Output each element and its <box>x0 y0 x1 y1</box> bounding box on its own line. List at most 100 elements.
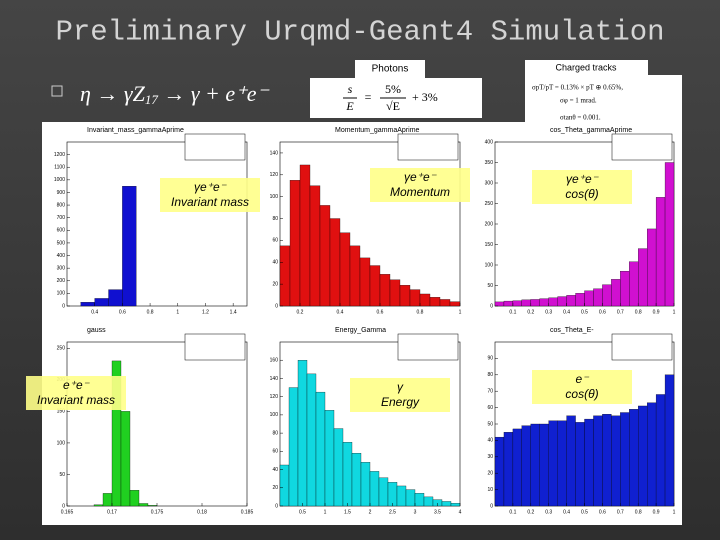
y-tick-label: 200 <box>57 278 66 284</box>
histogram-bar <box>319 205 331 307</box>
y-tick-label: 400 <box>57 253 66 259</box>
panel-label: e⁺e⁻ <box>63 378 91 392</box>
text: √E <box>386 99 400 113</box>
histogram-bar <box>315 391 326 507</box>
x-tick-label: 0.6 <box>599 309 606 315</box>
histogram-bar <box>289 180 301 307</box>
y-tick-label: 60 <box>272 449 278 455</box>
histogram-bar <box>409 289 421 307</box>
stats-box <box>184 333 246 361</box>
histogram-bar <box>503 300 514 307</box>
y-tick-label: 40 <box>272 467 278 473</box>
histogram-bar <box>360 462 371 507</box>
x-tick-label: 0.8 <box>147 309 154 315</box>
y-tick-label: 30 <box>487 454 493 460</box>
histogram-bar <box>664 374 675 507</box>
x-tick-label: 1 <box>673 309 676 315</box>
text: 5% <box>385 82 401 96</box>
histogram-bar <box>441 501 452 507</box>
y-tick-label: 0 <box>490 303 493 309</box>
x-tick-label: 0.3 <box>545 309 552 315</box>
y-tick-label: 140 <box>270 376 279 382</box>
stats-box <box>611 333 673 361</box>
histogram-bar <box>593 288 603 307</box>
histogram-bar <box>339 232 351 307</box>
histogram-bar <box>387 482 398 507</box>
text: = <box>365 90 372 104</box>
histogram-bar <box>399 285 411 307</box>
y-tick-label: 900 <box>57 190 66 196</box>
histogram-bar <box>93 504 104 507</box>
histogram-bar <box>299 164 311 307</box>
y-tick-label: 100 <box>57 291 66 297</box>
x-tick-label: 3 <box>414 509 417 515</box>
y-tick-label: 90 <box>487 356 493 362</box>
y-tick-label: 20 <box>272 281 278 287</box>
label-box <box>160 178 260 212</box>
panel-label: Invariant mass <box>171 195 249 209</box>
panel-label: e⁻ <box>575 372 590 386</box>
histogram-bar <box>80 302 95 307</box>
x-tick-label: 0.17 <box>107 509 117 515</box>
histogram-bar <box>602 414 612 507</box>
histogram-bar <box>429 297 441 307</box>
x-tick-label: 0.1 <box>509 309 516 315</box>
y-tick-label: 20 <box>487 471 493 477</box>
x-tick-label: 0.9 <box>653 309 660 315</box>
histogram-bar <box>512 300 523 307</box>
y-tick-label: 1200 <box>54 152 65 158</box>
histogram-bar <box>419 293 431 307</box>
panel-label: γ <box>397 380 404 394</box>
label-box <box>26 376 126 410</box>
histogram-bar <box>575 293 585 307</box>
y-tick-label: 40 <box>272 260 278 266</box>
x-tick-label: 0.3 <box>545 509 552 515</box>
y-tick-label: 140 <box>270 150 279 156</box>
histogram-bar <box>129 490 140 507</box>
y-tick-label: 1000 <box>54 177 65 183</box>
histogram-bar <box>439 299 451 307</box>
histogram-bar <box>548 420 558 507</box>
histogram-bar <box>378 477 389 507</box>
charged-box <box>525 60 648 75</box>
histogram-bar <box>611 279 621 307</box>
y-tick-label: 300 <box>57 265 66 271</box>
x-tick-label: 4 <box>459 509 462 515</box>
y-tick-label: 60 <box>272 238 278 244</box>
y-tick-label: 0 <box>62 503 65 509</box>
panel-label: Invariant mass <box>37 393 115 407</box>
panel-label: cos(θ) <box>565 187 598 201</box>
histogram-bar <box>120 411 131 507</box>
histogram-bar <box>557 296 567 307</box>
y-tick-label: 0 <box>275 503 278 509</box>
x-tick-label: 0.4 <box>563 509 570 515</box>
histogram-bar <box>369 471 380 507</box>
stats-box <box>397 333 459 361</box>
histogram-bar <box>359 257 371 307</box>
charged-formula-box <box>525 75 682 125</box>
stats-box <box>611 133 673 161</box>
label-box <box>350 378 450 412</box>
x-tick-label: 0.4 <box>337 309 344 315</box>
histogram-bar <box>138 503 149 507</box>
y-tick-label: 250 <box>485 201 494 207</box>
histogram-bar <box>342 442 353 507</box>
text: σφ = 1 mrad. <box>560 97 597 105</box>
y-tick-label: 60 <box>487 405 493 411</box>
histogram-bar <box>584 418 594 507</box>
y-tick-label: 80 <box>272 216 278 222</box>
histogram-bar <box>351 453 362 507</box>
histogram-bar <box>379 274 391 307</box>
y-tick-label: 250 <box>57 346 66 352</box>
histogram-bar <box>389 279 401 307</box>
y-tick-label: 40 <box>487 438 493 444</box>
x-tick-label: 0.185 <box>241 509 254 515</box>
histogram-bar <box>306 373 317 507</box>
panel-label: γe⁺e⁻ <box>566 172 600 186</box>
x-tick-label: 1.2 <box>202 309 209 315</box>
label-box <box>532 170 632 204</box>
histogram-bar <box>530 299 540 307</box>
histogram-bar <box>647 228 657 307</box>
histogram-bar <box>147 505 158 507</box>
photons-label: Photons <box>372 64 409 75</box>
